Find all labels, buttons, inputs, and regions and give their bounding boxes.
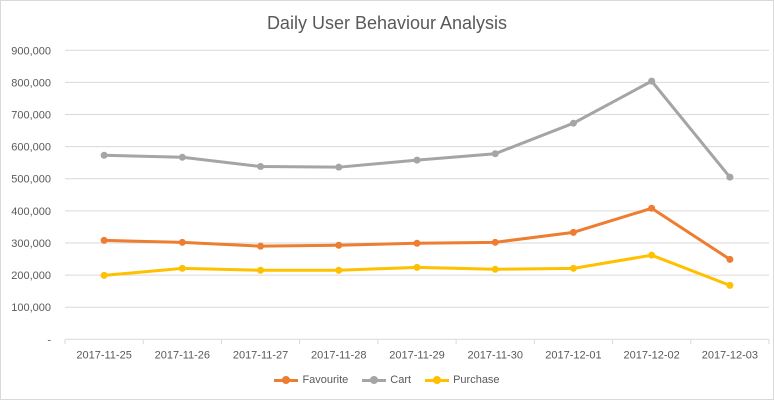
data-point-favourite bbox=[178, 238, 186, 246]
data-point-cart bbox=[413, 156, 421, 164]
data-point-cart bbox=[648, 77, 656, 85]
y-tick-label: 800,000 bbox=[11, 77, 51, 89]
data-point-purchase bbox=[648, 251, 656, 259]
legend-label: Cart bbox=[390, 374, 412, 386]
data-point-purchase bbox=[569, 264, 577, 272]
y-tick-label: 300,000 bbox=[11, 238, 51, 250]
data-point-cart bbox=[178, 153, 186, 161]
data-point-favourite bbox=[569, 228, 577, 236]
chart-title: Daily User Behaviour Analysis bbox=[266, 13, 508, 33]
x-tick-label: 2017-11-30 bbox=[467, 349, 522, 361]
x-tick-label: 2017-12-01 bbox=[545, 349, 601, 361]
data-point-favourite bbox=[100, 236, 108, 244]
data-point-purchase bbox=[413, 263, 421, 271]
data-point-purchase bbox=[726, 281, 734, 289]
y-tick-label: - bbox=[47, 334, 51, 346]
y-tick-label: 700,000 bbox=[11, 110, 51, 122]
data-point-favourite bbox=[413, 239, 421, 247]
x-tick-label: 2017-11-26 bbox=[155, 349, 210, 361]
legend-item-cart: Cart bbox=[362, 374, 411, 386]
data-point-favourite bbox=[257, 242, 265, 250]
legend-item-purchase: Purchase bbox=[425, 374, 500, 386]
data-point-purchase bbox=[335, 266, 343, 274]
data-point-favourite bbox=[335, 241, 343, 249]
y-tick-label: 200,000 bbox=[11, 270, 51, 282]
series-line-favourite bbox=[104, 206, 731, 261]
data-point-cart bbox=[726, 173, 734, 181]
data-point-cart bbox=[335, 163, 343, 171]
y-tick-label: 900,000 bbox=[11, 45, 51, 57]
legend-swatch-cart bbox=[362, 375, 387, 385]
data-point-purchase bbox=[178, 264, 186, 272]
y-tick-label: 400,000 bbox=[11, 206, 51, 218]
data-point-cart bbox=[569, 119, 577, 127]
data-point-favourite bbox=[491, 238, 499, 246]
data-point-cart bbox=[257, 163, 265, 171]
legend: Favourite Cart Purchase bbox=[1, 374, 773, 386]
legend-label: Favourite bbox=[302, 374, 349, 386]
data-point-favourite bbox=[726, 255, 734, 263]
x-tick-label: 2017-12-03 bbox=[702, 349, 758, 361]
y-tick-label: 500,000 bbox=[11, 174, 51, 186]
legend-swatch-purchase bbox=[425, 375, 450, 385]
x-tick-label: 2017-11-27 bbox=[233, 349, 288, 361]
data-point-purchase bbox=[491, 265, 499, 273]
x-tick-label: 2017-11-28 bbox=[311, 349, 366, 361]
x-tick-label: 2017-12-02 bbox=[624, 349, 680, 361]
legend-item-favourite: Favourite bbox=[274, 374, 348, 386]
x-tick-label: 2017-11-29 bbox=[389, 349, 444, 361]
y-tick-label: 600,000 bbox=[11, 142, 51, 154]
x-tick-label: 2017-11-25 bbox=[76, 349, 131, 361]
data-point-purchase bbox=[257, 266, 265, 274]
legend-label: Purchase bbox=[453, 374, 500, 386]
data-point-cart bbox=[491, 150, 499, 158]
data-point-favourite bbox=[648, 204, 656, 212]
legend-swatch-favourite bbox=[274, 375, 299, 385]
data-point-cart bbox=[100, 151, 108, 159]
y-tick-label: 100,000 bbox=[11, 302, 51, 314]
data-point-purchase bbox=[100, 271, 108, 279]
